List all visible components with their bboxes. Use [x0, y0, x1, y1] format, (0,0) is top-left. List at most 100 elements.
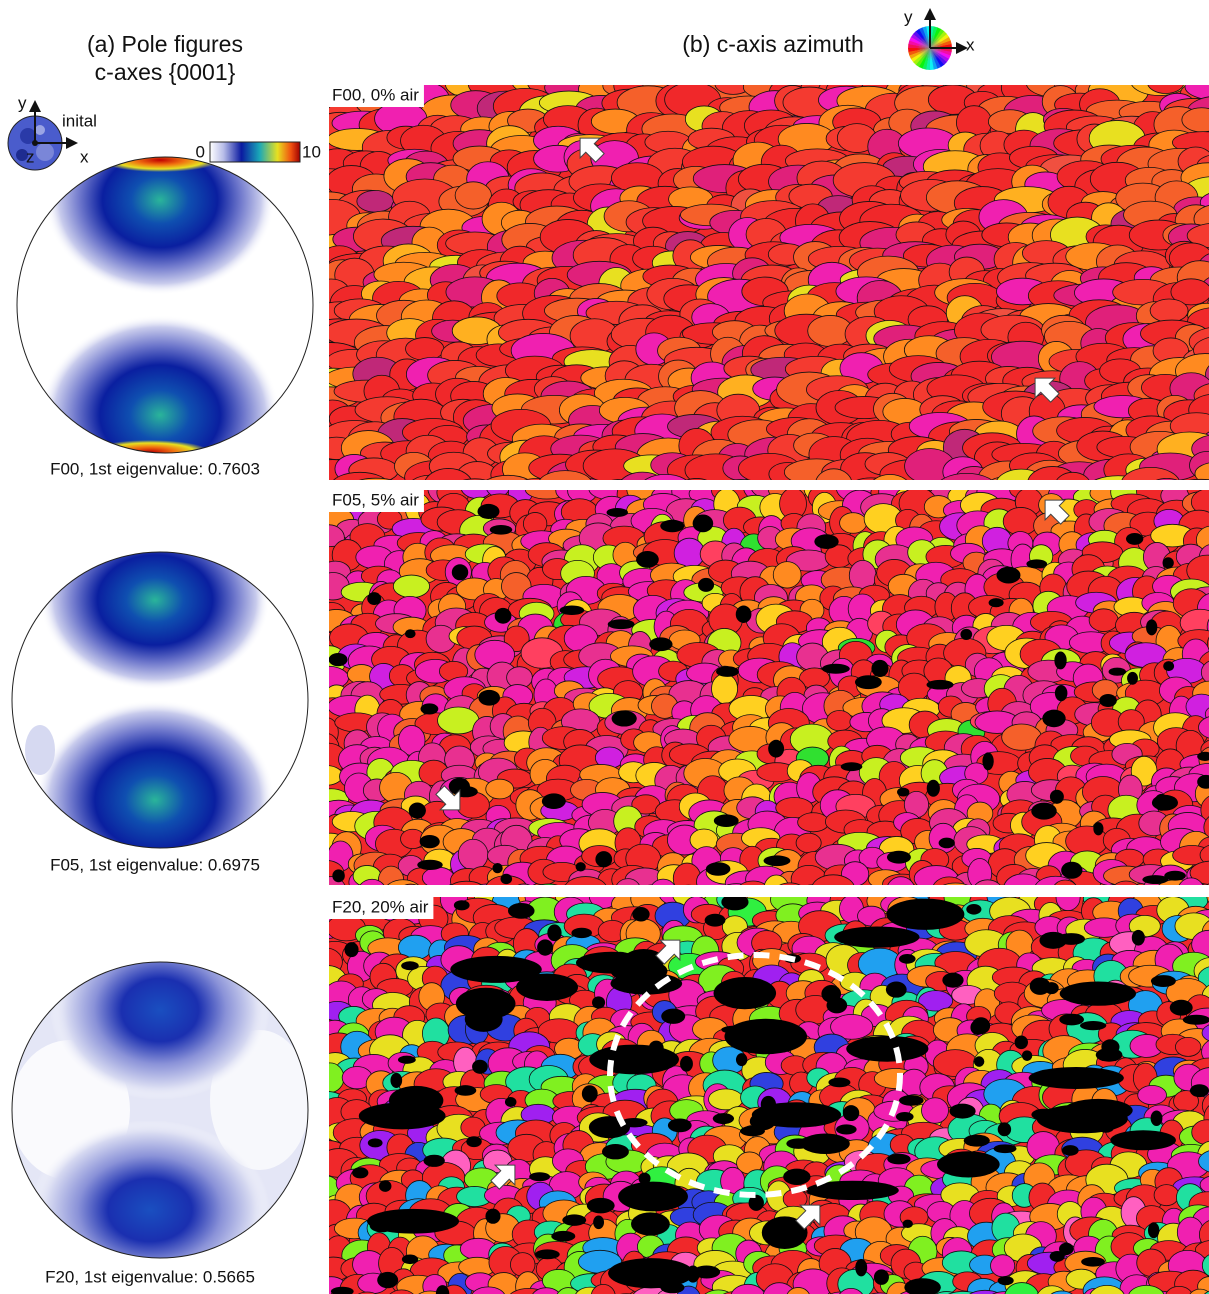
pore [660, 520, 684, 533]
pore [994, 1144, 1017, 1153]
grain [991, 1255, 1015, 1277]
pore [332, 869, 344, 882]
pore [1151, 1110, 1163, 1126]
wheel-arrow [924, 8, 936, 20]
pore [562, 1214, 586, 1225]
pore [352, 1167, 368, 1178]
pore [607, 508, 628, 517]
pore [368, 1138, 383, 1147]
pore [401, 961, 419, 970]
pore [455, 1085, 477, 1096]
pore [542, 793, 566, 809]
pore [344, 942, 358, 957]
grain [798, 813, 829, 832]
pore [1126, 533, 1143, 545]
colorbar-max: 10 [302, 142, 321, 161]
pore [643, 1192, 670, 1206]
pore [736, 1053, 747, 1066]
grain-map [304, 880, 1209, 1294]
pore [1148, 1222, 1159, 1238]
pore [786, 1138, 810, 1149]
pore [661, 1009, 685, 1024]
grain [458, 839, 488, 870]
pore [466, 1136, 482, 1147]
pore [964, 1135, 990, 1147]
grain [316, 1063, 344, 1093]
map-label: F00, 0% air [332, 85, 419, 104]
pore [551, 1231, 575, 1242]
pore [492, 863, 502, 873]
pore [592, 996, 605, 1008]
pore [529, 1172, 550, 1181]
pore [843, 1105, 859, 1121]
pore [887, 851, 911, 864]
pore [602, 1144, 629, 1159]
pore [680, 1056, 693, 1072]
pore [982, 752, 993, 770]
maps [295, 65, 1209, 1294]
pore [367, 592, 381, 605]
pore [937, 1151, 1000, 1177]
pore [632, 907, 649, 922]
pore [1127, 672, 1138, 685]
pore [559, 606, 584, 615]
grain [1175, 1037, 1200, 1056]
pore [501, 874, 513, 884]
pore [1059, 1014, 1084, 1026]
pore [571, 928, 592, 938]
pore [887, 1154, 910, 1165]
grain [486, 779, 514, 799]
pore [589, 1116, 630, 1138]
pore [705, 914, 726, 927]
pore [377, 1272, 398, 1288]
wheel-axis-x: x [966, 35, 975, 54]
pore [1026, 559, 1047, 568]
pore [1062, 1145, 1079, 1156]
grain [1056, 884, 1080, 910]
pore [886, 982, 907, 998]
pore [998, 1276, 1014, 1285]
pore [874, 1269, 889, 1285]
pore [828, 1078, 850, 1088]
pore [836, 1124, 857, 1134]
pore [405, 629, 416, 638]
pore [516, 974, 578, 1001]
pore [713, 1113, 734, 1124]
grain [422, 867, 454, 888]
pore [974, 1056, 984, 1067]
pore [477, 504, 499, 519]
pore [814, 534, 838, 549]
pore [631, 1212, 670, 1235]
pore [1015, 1035, 1028, 1049]
pore [1132, 930, 1145, 946]
pore [899, 954, 916, 964]
map-label: F20, 20% air [332, 897, 429, 916]
pore [871, 660, 888, 677]
pore [587, 1198, 615, 1213]
pore [764, 855, 791, 866]
pore [1183, 1015, 1209, 1025]
pore [855, 675, 882, 689]
pore [942, 973, 963, 988]
pole-caption: F05, 1st eigenvalue: 0.6975 [50, 855, 260, 874]
pore [660, 1282, 684, 1293]
pore [841, 762, 863, 771]
pore [1190, 1084, 1209, 1097]
pore [693, 514, 714, 532]
pore [899, 1095, 924, 1106]
pore [949, 1104, 975, 1119]
grain [406, 338, 444, 361]
pore [724, 1019, 807, 1054]
pore [1093, 822, 1103, 835]
pore [495, 608, 512, 624]
pore [1057, 1115, 1070, 1127]
pore [1081, 1257, 1105, 1267]
pore [1031, 803, 1056, 820]
pore [886, 899, 964, 930]
panel-a-title: (a) Pole figures [87, 31, 243, 57]
pore [1163, 557, 1174, 568]
pore [855, 1259, 867, 1276]
figure: (a) Pole figures c-axes {0001} y x z ini… [0, 0, 1209, 1294]
pore [714, 814, 739, 827]
pore [846, 1036, 928, 1062]
